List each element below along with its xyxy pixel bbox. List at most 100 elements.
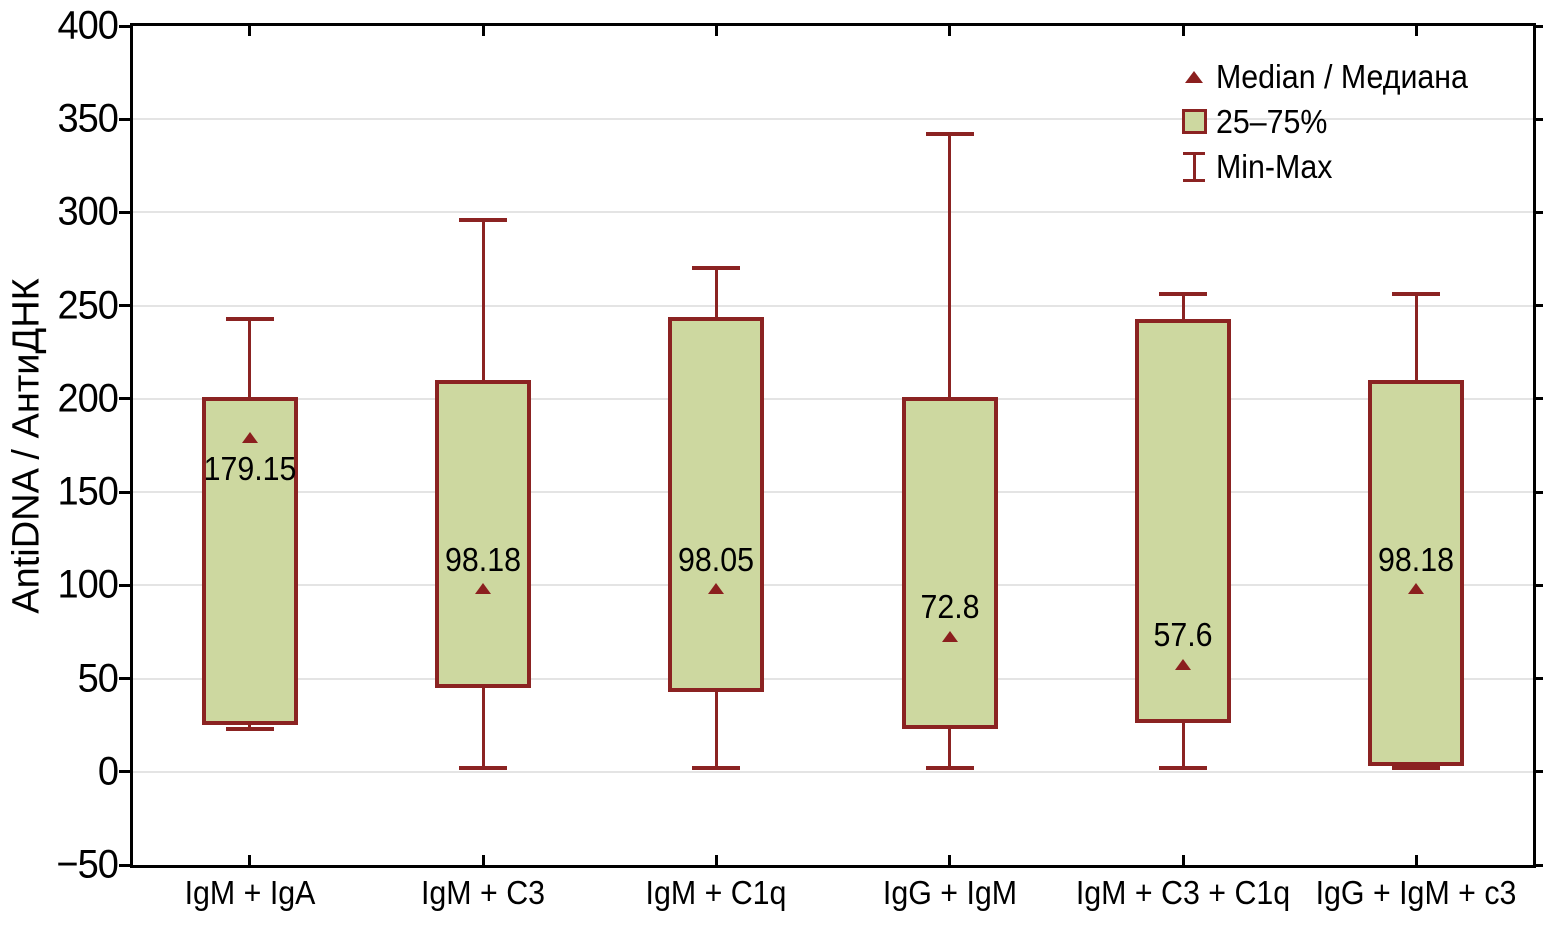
legend-item: Min-Max	[1172, 144, 1490, 189]
gridline	[133, 304, 1533, 307]
legend-label: Median / Медиана	[1216, 57, 1468, 95]
legend: Median / Медиана 25–75% Min-Max	[1172, 54, 1490, 189]
x-category-label: IgM + C3 + C1q	[1075, 874, 1291, 911]
whisker-min-cap	[1392, 766, 1441, 771]
y-tick-mark-right	[1536, 490, 1543, 494]
whisker-upper-line	[948, 134, 952, 399]
y-tick-label: 400	[57, 3, 119, 48]
x-tick-mark-top	[1181, 26, 1185, 36]
legend-marker-cell	[1172, 151, 1216, 182]
whisker-lower-line	[481, 686, 485, 769]
whisker-max-cap	[225, 316, 274, 321]
whisker-min-cap	[459, 766, 507, 771]
median-marker	[475, 583, 491, 595]
median-marker	[708, 583, 725, 595]
y-tick-mark-left	[119, 304, 133, 308]
legend-item: 25–75%	[1172, 99, 1490, 144]
x-tick-mark-bottom	[714, 855, 718, 865]
y-tick-mark-right	[1536, 677, 1543, 681]
x-tick-mark-top	[481, 26, 485, 36]
median-value-label: 57.6	[1153, 616, 1213, 654]
y-tick-label: 50	[77, 656, 119, 701]
x-tick-mark-bottom	[1414, 855, 1418, 865]
y-tick-mark-left	[119, 397, 133, 401]
whisker-max-cap	[459, 217, 507, 222]
y-tick-mark-left	[119, 770, 133, 774]
median-legend-icon	[1185, 70, 1203, 83]
y-tick-mark-left	[119, 677, 133, 681]
box-iqr	[435, 380, 531, 688]
plot-frame	[130, 23, 1536, 868]
box-iqr	[901, 396, 998, 730]
gridline	[133, 770, 1533, 773]
x-category-label: IgM + IgA	[184, 874, 316, 911]
whisker-lower-line	[948, 727, 952, 769]
legend-label: 25–75%	[1216, 102, 1328, 140]
whisker-min-cap	[925, 766, 974, 771]
y-tick-mark-left	[119, 583, 133, 587]
whisker-max-cap	[925, 132, 974, 137]
y-tick-mark-right	[1536, 397, 1543, 401]
y-tick-label: 300	[57, 189, 119, 234]
gridline	[133, 397, 1533, 400]
whisker-lower-line	[248, 723, 252, 729]
whisker-max-cap	[692, 266, 741, 271]
box-iqr	[1135, 318, 1231, 724]
median-value-label: 179.15	[203, 449, 297, 487]
median-value-label: 98.18	[445, 540, 521, 578]
median-value-label: 98.05	[678, 540, 755, 578]
x-category-label: IgM + C1q	[645, 874, 787, 911]
legend-label: Min-Max	[1216, 147, 1333, 185]
gridline	[133, 584, 1533, 587]
median-marker	[1408, 583, 1425, 595]
y-tick-mark-right	[1536, 117, 1543, 121]
y-tick-mark-left	[119, 863, 133, 867]
y-tick-mark-left	[119, 117, 133, 121]
x-tick-mark-top	[948, 26, 952, 36]
y-tick-label: 100	[57, 562, 119, 607]
whisker-min-cap	[692, 766, 741, 771]
y-tick-label: 0	[97, 749, 119, 794]
x-tick-mark-bottom	[248, 855, 252, 865]
y-tick-mark-right	[1536, 863, 1543, 867]
whisker-upper-line	[1414, 294, 1418, 383]
minmax-legend-icon	[1183, 151, 1205, 182]
y-tick-label: 250	[57, 283, 119, 328]
whisker-lower-line	[714, 689, 718, 769]
median-value-label: 98.18	[1378, 540, 1455, 578]
x-tick-mark-bottom	[481, 855, 485, 865]
x-tick-mark-top	[248, 26, 252, 36]
y-tick-mark-left	[119, 210, 133, 214]
gridline	[133, 118, 1533, 121]
median-marker	[241, 432, 258, 444]
box-legend-icon	[1181, 109, 1207, 134]
y-tick-mark-right	[1536, 304, 1543, 308]
y-tick-mark-right	[1536, 770, 1543, 774]
whisker-lower-line	[1181, 721, 1185, 769]
box-iqr	[201, 396, 298, 726]
x-category-label: IgG + IgM	[882, 874, 1017, 911]
x-category-label: IgG + IgM + c3	[1315, 874, 1517, 911]
median-marker	[941, 630, 958, 642]
whisker-upper-line	[1181, 294, 1185, 321]
box-iqr	[668, 316, 765, 692]
y-tick-mark-right	[1536, 583, 1543, 587]
x-tick-mark-bottom	[1181, 855, 1185, 865]
ibeam-vertical-bar	[1192, 151, 1196, 182]
x-tick-mark-top	[1414, 26, 1418, 36]
whisker-upper-line	[714, 268, 718, 319]
whisker-max-cap	[1159, 292, 1207, 297]
y-tick-label: −50	[56, 842, 119, 887]
y-tick-mark-left	[119, 490, 133, 494]
x-tick-mark-top	[714, 26, 718, 36]
gridline	[133, 491, 1533, 494]
legend-marker-cell	[1172, 109, 1216, 134]
gridline	[133, 211, 1533, 214]
box-iqr	[1368, 380, 1465, 767]
x-tick-mark-bottom	[948, 855, 952, 865]
whisker-upper-line	[248, 318, 252, 399]
y-tick-mark-right	[1536, 210, 1543, 214]
y-tick-mark-right	[1536, 24, 1543, 28]
legend-item: Median / Медиана	[1172, 54, 1490, 99]
